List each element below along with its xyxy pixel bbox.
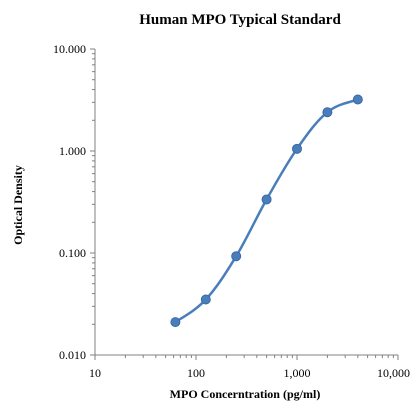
data-point	[292, 143, 302, 154]
data-point	[352, 94, 363, 105]
y-tick-label: 10.000	[53, 42, 86, 56]
x-tick-label: 10,000	[377, 366, 410, 380]
x-tick-label: 10	[89, 366, 101, 380]
y-tick-label: 0.010	[59, 348, 86, 362]
x-tick-label: 100	[187, 366, 205, 380]
x-tick-label: 1,000	[284, 366, 311, 380]
chart-title: Human MPO Typical Standard	[139, 12, 341, 28]
x-tick-labels: 10 100 1,000 10,000	[89, 366, 410, 380]
y-axis	[90, 48, 96, 356]
y-tick-label: 0.100	[59, 246, 86, 260]
y-axis-title: Optical Density	[11, 165, 25, 245]
data-point	[261, 194, 272, 205]
x-axis-title: MPO Concerntration (pg/ml)	[170, 387, 321, 401]
data-point	[170, 317, 181, 328]
y-tick-labels: 0.010 0.100 1.000 10.000	[53, 42, 86, 362]
data-point	[231, 251, 242, 262]
x-axis	[94, 354, 399, 360]
data-point	[200, 294, 211, 305]
series-points	[170, 94, 363, 328]
data-point	[322, 107, 333, 118]
series-line	[174, 98, 359, 324]
y-tick-label: 1.000	[59, 144, 86, 158]
